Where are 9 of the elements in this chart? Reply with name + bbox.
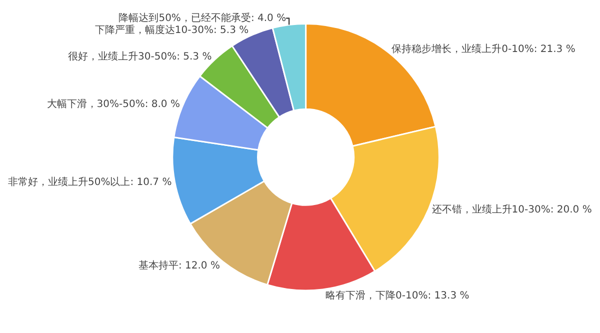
slice-label: 大幅下滑，30%-50%: 8.0 % bbox=[46, 98, 180, 110]
slice-label: 降幅达到50%，已经不能承受: 4.0 % bbox=[118, 12, 286, 24]
slice-label: 保持稳步增长，业绩上升0-10%: 21.3 % bbox=[392, 42, 576, 55]
slice-label: 下降严重，幅度达10-30%: 5.3 % bbox=[94, 24, 249, 36]
slice-label: 很好，业绩上升30-50%: 5.3 % bbox=[68, 50, 212, 62]
slice-label: 略有下滑，下降0-10%: 13.3 % bbox=[326, 289, 470, 302]
slice-label: 非常好，业绩上升50%以上: 10.7 % bbox=[8, 176, 172, 188]
slice-label: 基本持平: 12.0 % bbox=[138, 259, 220, 272]
slice-label: 还不错，业绩上升10-30%: 20.0 % bbox=[432, 204, 592, 216]
